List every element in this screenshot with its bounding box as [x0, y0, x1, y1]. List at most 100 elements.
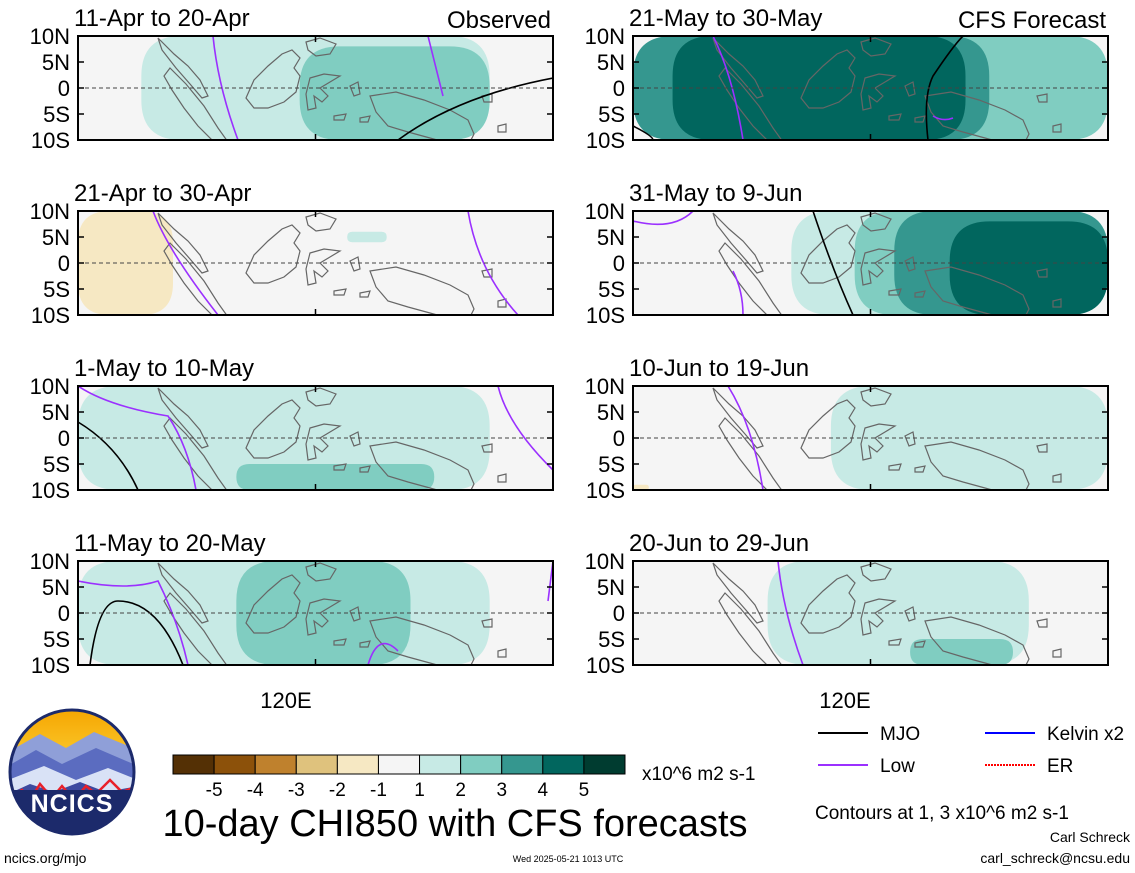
logo-text: NCICS — [31, 790, 114, 818]
lat-tick-label: 5N — [597, 575, 625, 600]
panel-title: 21-Apr to 30-Apr — [74, 180, 251, 207]
panel-title: 10-Jun to 19-Jun — [629, 355, 809, 382]
lat-tick-label: 5N — [597, 400, 625, 425]
legend-label: ER — [1047, 756, 1073, 777]
lat-tick-label: 10N — [585, 199, 625, 224]
colorbar-swatch — [213, 754, 256, 775]
anomaly-field — [299, 46, 490, 140]
colorbar-tick-label: 5 — [579, 780, 590, 801]
lat-tick-label: 5N — [42, 575, 70, 600]
lat-tick-label: 5N — [42, 225, 70, 250]
lat-tick-label: 10N — [585, 24, 625, 49]
colorbar-tick-label: -3 — [288, 780, 305, 801]
website-link[interactable]: ncics.org/mjo — [4, 850, 87, 866]
anomaly-field — [672, 36, 966, 140]
lat-tick-label: 10S — [31, 303, 70, 328]
lat-tick-label: 10S — [31, 653, 70, 678]
lat-tick-label: 10S — [586, 303, 625, 328]
column-label: CFS Forecast — [958, 7, 1106, 34]
panel-title: 1-May to 10-May — [74, 355, 254, 382]
lat-tick-label: 0 — [58, 426, 70, 451]
colorbar: -5 -4 -3 -2 -1 1 2 3 4 5 — [172, 754, 626, 801]
colorbar-swatch — [501, 754, 544, 775]
lat-tick-label: 5S — [598, 277, 625, 302]
colorbar-swatch — [377, 754, 421, 775]
colorbar-units: x10^6 m2 s-1 — [642, 764, 755, 785]
main-title: 10-day CHI850 with CFS forecasts — [162, 803, 747, 845]
lat-tick-label: 0 — [613, 426, 625, 451]
lat-tick-label: 5S — [43, 627, 70, 652]
colorbar-swatch — [460, 754, 503, 775]
colorbar-swatch — [254, 754, 297, 775]
panel-title: 11-May to 20-May — [74, 530, 266, 557]
column-label: Observed — [447, 7, 551, 34]
colorbar-swatch — [172, 754, 215, 775]
colorbar-tick-label: -5 — [206, 780, 223, 801]
anomaly-field — [633, 484, 649, 490]
contour-low — [727, 386, 764, 490]
colorbar-swatch — [583, 754, 626, 775]
lat-tick-label: 5S — [43, 452, 70, 477]
lat-tick-label: 0 — [613, 76, 625, 101]
legend-label: Kelvin x2 — [1047, 724, 1124, 745]
lat-tick-label: 0 — [613, 601, 625, 626]
lat-tick-label: 10N — [585, 374, 625, 399]
lat-tick-label: 0 — [58, 76, 70, 101]
colorbar-tick-label: -4 — [247, 780, 264, 801]
contour-mjo — [78, 421, 139, 490]
timestamp: Wed 2025-05-21 1013 UTC — [513, 854, 624, 864]
lat-tick-label: 0 — [58, 251, 70, 276]
contours-note: Contours at 1, 3 x10^6 m2 s-1 — [815, 803, 1069, 824]
lat-tick-label: 5N — [42, 400, 70, 425]
lat-tick-label: 0 — [58, 601, 70, 626]
lat-tick-label: 10N — [30, 374, 70, 399]
contour-mjo — [397, 77, 553, 140]
colorbar-tick-label: -1 — [370, 780, 387, 801]
legend: MJO Kelvin x2 Low ER — [818, 724, 1124, 777]
contour-mjo — [89, 600, 184, 665]
colorbar-tick-label: -2 — [329, 780, 346, 801]
colorbar-tick-label: 1 — [414, 780, 425, 801]
legend-label: Low — [880, 756, 915, 777]
legend-label: MJO — [880, 724, 920, 745]
anomaly-field — [347, 231, 387, 243]
panel-title: 20-Jun to 29-Jun — [629, 530, 809, 557]
panel-title: 11-Apr to 20-Apr — [74, 5, 250, 32]
author: Carl Schreck — [1050, 829, 1131, 845]
colorbar-swatch — [336, 754, 379, 775]
panel-title: 31-May to 9-Jun — [629, 180, 802, 207]
contour-low — [777, 561, 804, 665]
lat-tick-label: 10N — [30, 24, 70, 49]
lat-tick-label: 5S — [598, 452, 625, 477]
anomaly-field — [949, 221, 1108, 315]
lat-tick-label: 10N — [585, 549, 625, 574]
lat-tick-label: 10S — [586, 128, 625, 153]
anomaly-field — [236, 464, 435, 490]
colorbar-tick-label: 4 — [538, 780, 549, 801]
lat-tick-label: 10S — [31, 128, 70, 153]
lat-tick-label: 10S — [586, 653, 625, 678]
lat-tick-label: 5S — [598, 102, 625, 127]
x-tick-label-right: 120E — [819, 688, 870, 713]
anomaly-field — [910, 639, 1013, 665]
email[interactable]: carl_schreck@ncsu.edu — [980, 850, 1130, 866]
colorbar-tick-label: 2 — [455, 780, 466, 801]
contour-low — [712, 36, 954, 140]
lat-tick-label: 5N — [597, 225, 625, 250]
contour-mjo — [812, 211, 854, 315]
contour-low — [152, 211, 519, 315]
lat-tick-label: 5S — [598, 627, 625, 652]
lat-tick-label: 5N — [597, 50, 625, 75]
anomaly-field — [78, 211, 173, 315]
colorbar-tick-label: 3 — [496, 780, 507, 801]
